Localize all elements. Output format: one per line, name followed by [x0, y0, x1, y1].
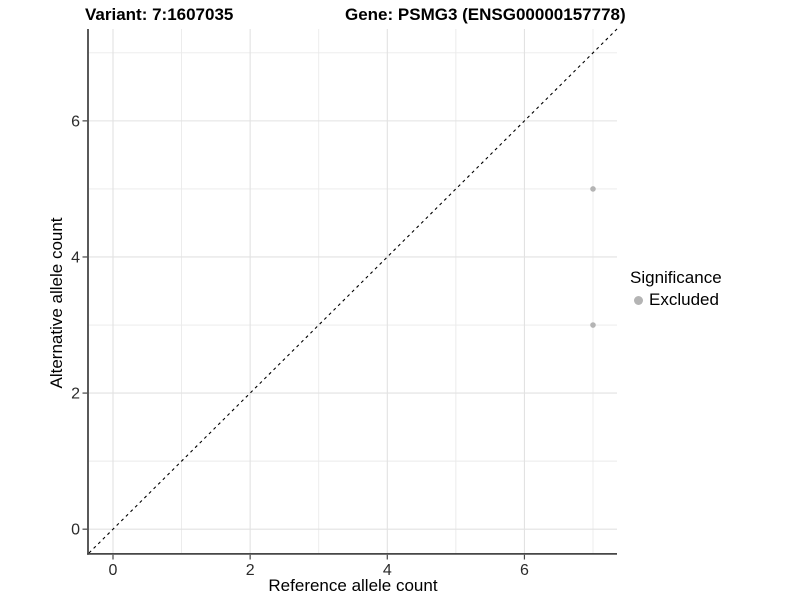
- data-point: [590, 322, 596, 328]
- y-tick-label: 0: [71, 522, 80, 539]
- legend-point-icon: [634, 295, 643, 305]
- identity-dashed-line: [88, 28, 618, 554]
- legend: Significance Excluded: [630, 268, 722, 310]
- legend-item-excluded: Excluded: [630, 290, 722, 310]
- x-tick-label: 2: [246, 562, 255, 579]
- legend-title: Significance: [630, 268, 722, 287]
- plot-title-gene: Gene: PSMG3 (ENSG00000157778): [345, 5, 626, 24]
- y-tick-label: 2: [71, 386, 80, 403]
- x-tick-label: 0: [109, 562, 118, 579]
- y-tick-label: 4: [71, 249, 80, 266]
- plot-title-variant: Variant: 7:1607035: [85, 5, 234, 24]
- legend-item-label: Excluded: [649, 290, 719, 309]
- y-axis-title: Alternative allele count: [47, 217, 66, 388]
- y-tick-label: 6: [71, 113, 80, 130]
- data-point: [590, 186, 596, 192]
- x-tick-label: 4: [383, 562, 392, 579]
- x-axis-title: Reference allele count: [268, 576, 437, 595]
- x-tick-label: 6: [520, 562, 529, 579]
